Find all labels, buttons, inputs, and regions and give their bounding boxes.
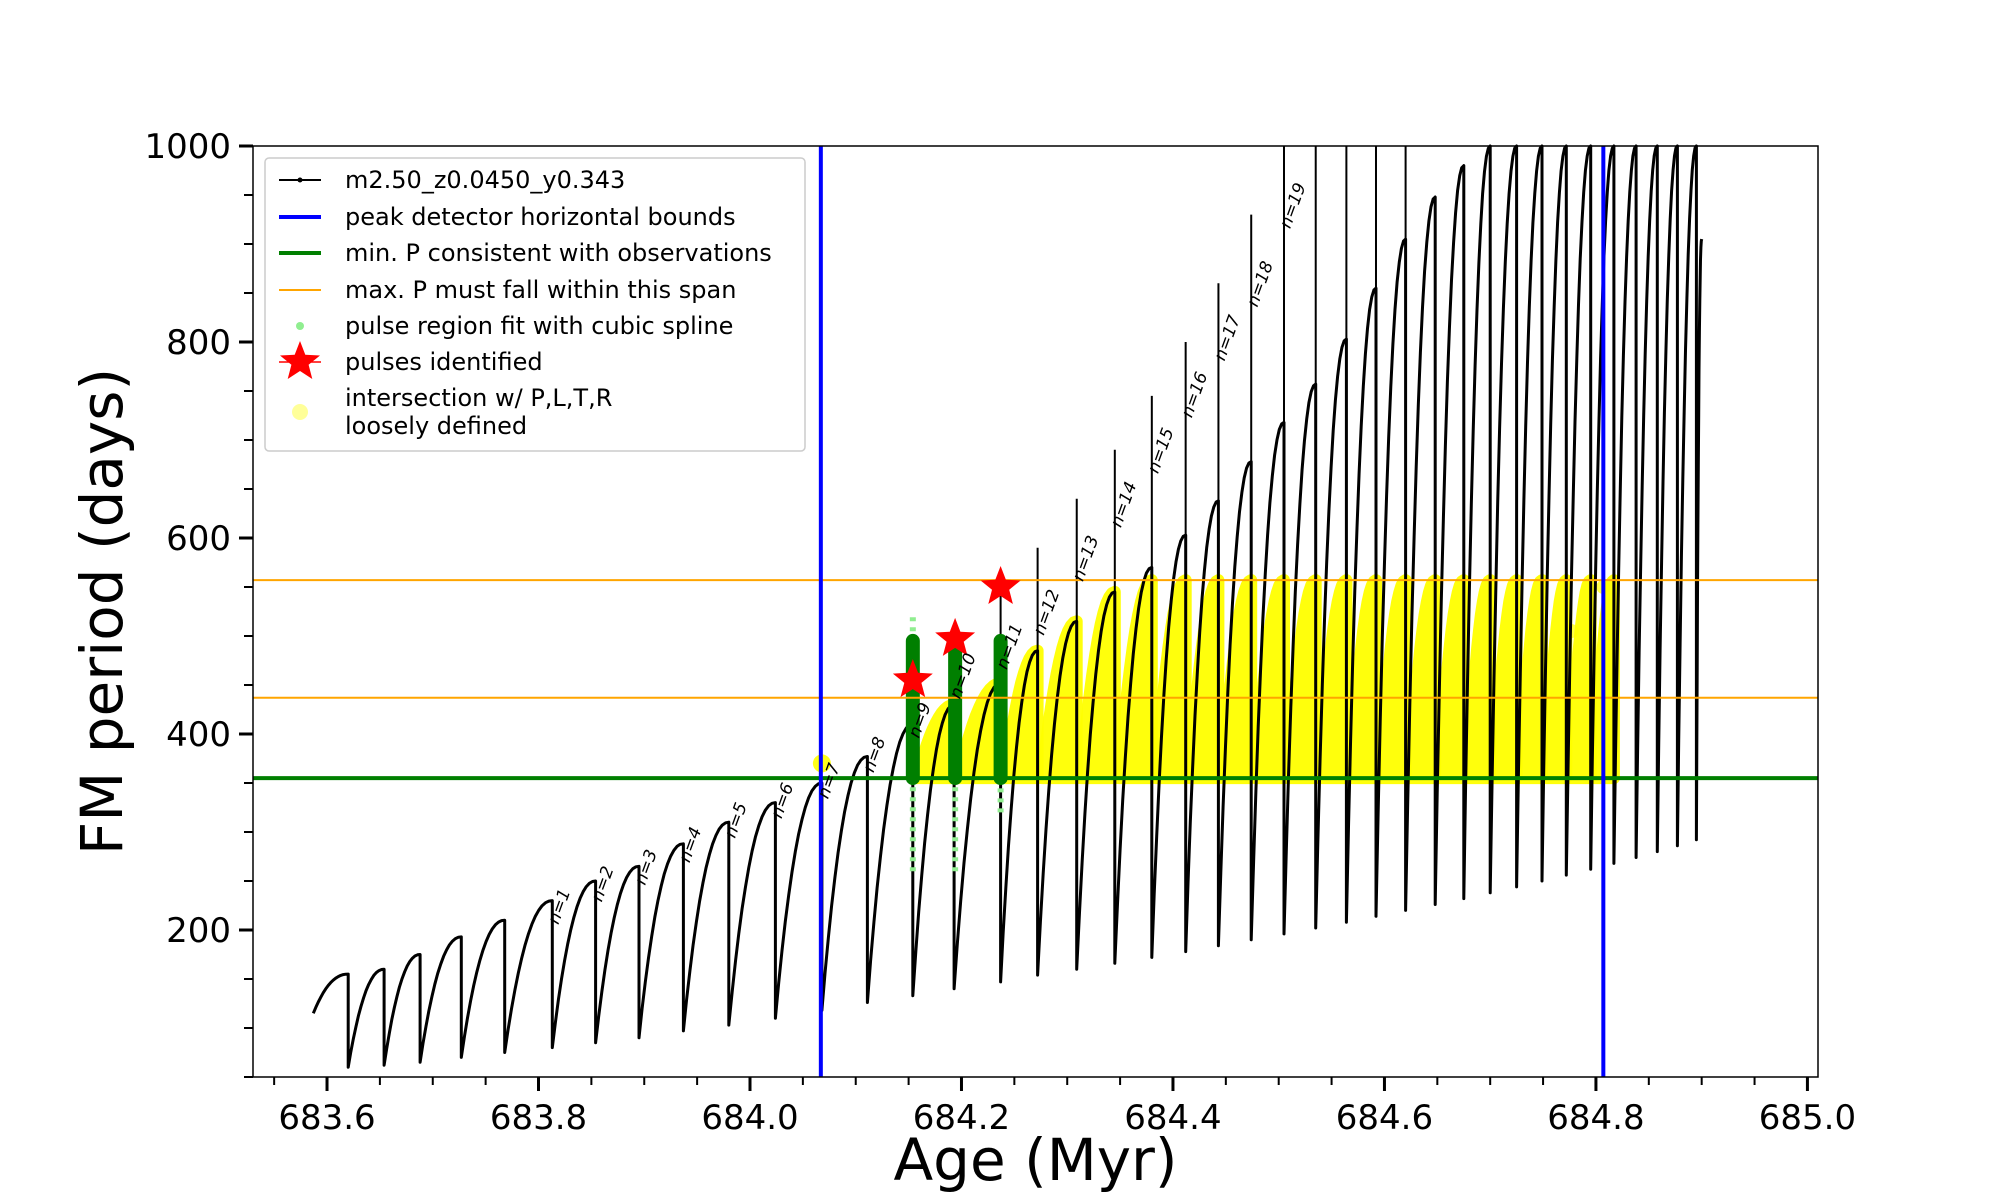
pulse-identified-star	[980, 566, 1021, 604]
y-tick-label: 1000	[144, 127, 231, 167]
legend-marker-dot	[297, 177, 303, 183]
legend-marker	[280, 341, 320, 379]
legend-label: intersection w/ P,L,T,R	[345, 384, 612, 412]
pulse-identified-star	[892, 659, 933, 698]
legend-label: peak detector horizontal bounds	[345, 203, 736, 231]
legend-label: pulse region fit with cubic spline	[345, 312, 733, 340]
x-tick-label: 684.4	[1124, 1098, 1221, 1138]
x-tick-label: 684.6	[1336, 1098, 1433, 1138]
x-tick-label: 685.0	[1759, 1098, 1856, 1138]
x-tick-label: 683.8	[490, 1098, 587, 1138]
legend-label: max. P must fall within this span	[345, 276, 736, 304]
y-axis-title: FM period (days)	[68, 368, 136, 855]
plot-frame	[252, 145, 1819, 1078]
x-axis-title: Age (Myr)	[893, 1126, 1177, 1194]
y-tick-label: 200	[166, 911, 231, 951]
y-tick-label: 400	[166, 715, 231, 755]
y-tick-label: 600	[166, 519, 231, 559]
x-tick-label: 683.6	[278, 1098, 375, 1138]
pulses-layer	[892, 566, 1021, 698]
vertical-lines-layer	[818, 146, 1606, 1077]
x-tick-label: 684.0	[701, 1098, 798, 1138]
legend-marker	[292, 404, 308, 420]
x-tick-label: 684.2	[913, 1098, 1010, 1138]
horizontal-lines-layer	[253, 579, 1818, 781]
axes-layer: 683.6 683.8 684.0 684.2 684.4 684.6 684.8 685.0…	[144, 127, 1856, 1138]
legend-box	[264, 157, 806, 452]
pulse-identified-star	[935, 617, 976, 656]
legend-label: pulses identified	[345, 348, 543, 376]
legend-marker	[296, 322, 304, 330]
legend-label: min. P consistent with observations	[345, 239, 772, 267]
legend-label: loosely defined	[345, 412, 527, 440]
x-tick-label: 684.8	[1547, 1098, 1644, 1138]
legend-label: m2.50_z0.0450_y0.343	[345, 166, 625, 194]
y-tick-label: 800	[166, 323, 231, 363]
